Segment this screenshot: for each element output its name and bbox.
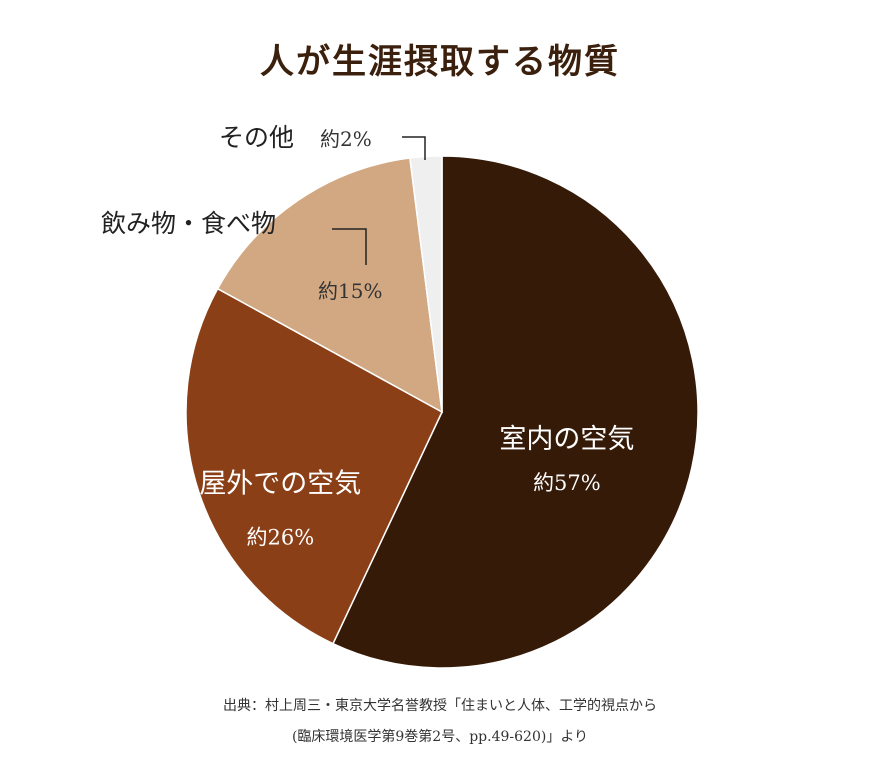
slice-value-outdoor-air: 約26%: [246, 526, 314, 550]
leader-line-other: [402, 136, 426, 160]
slice-label-indoor-air: 室内の空気: [499, 424, 634, 455]
slice-label-other: その他: [219, 123, 294, 152]
slice-value-other: 約2%: [320, 127, 372, 151]
slice-value-food-drink: 約15%: [318, 279, 382, 303]
pie-slice-food-drink: [216, 157, 443, 414]
page-title: 人が生涯摂取する物質: [260, 42, 620, 82]
source-citation-line-2: (臨床環境医学第9巻第2号、pp.49-620)」より: [291, 729, 589, 745]
slice-label-outdoor-air: 屋外での空気: [199, 469, 361, 500]
source-citation-line-1: 出典：村上周三・東京大学名誉教授「住まいと人体、工学的視点から: [223, 698, 657, 714]
leader-line-food-drink: [332, 228, 367, 265]
slice-label-food-drink: 飲み物・食べ物: [101, 209, 276, 238]
pie-slice-indoor-air: [332, 155, 699, 669]
slice-value-indoor-air: 約57%: [533, 471, 601, 495]
pie-slice-other: [409, 155, 443, 413]
